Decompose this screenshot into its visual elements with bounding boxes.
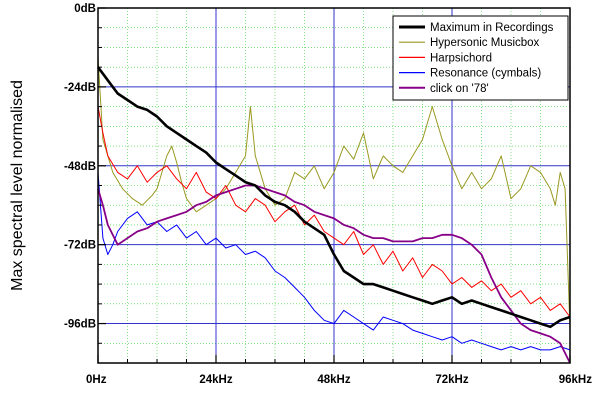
legend-label: click on '78' [430, 83, 489, 95]
series-line-0 [96, 66, 571, 329]
legend-label: Resonance (cymbals) [430, 68, 541, 80]
axis-ticks: 0Hz 24kHz 48kHz 72kHz 96kHz 0dB -24dB -48dB -72d… [64, 3, 592, 386]
x-tick-label: 48kHz [317, 374, 350, 386]
legend-label: Maximum in Recordings [430, 22, 554, 34]
x-tick-label: 96kHz [559, 374, 592, 386]
y-tick-label: -96dB [64, 319, 96, 331]
x-tick-label: 72kHz [435, 374, 468, 386]
y-axis-title: Max spectral level normalised [9, 80, 26, 291]
series-line-4 [97, 184, 571, 364]
x-tick-label: 0Hz [86, 374, 107, 386]
y-tick-label: -48dB [64, 161, 96, 173]
series-line-2 [97, 106, 571, 318]
y-tick-label: -72dB [64, 240, 96, 252]
series-line-1 [97, 57, 571, 331]
legend-label: Harpsichord [430, 52, 492, 64]
series-line-3 [97, 172, 571, 351]
series-lines [96, 57, 571, 364]
y-tick-label: 0dB [74, 3, 96, 15]
legend-label: Hypersonic Musicbox [430, 37, 540, 49]
legend: Maximum in Recordings Hypersonic Musicbox… [392, 15, 569, 101]
x-tick-label: 24kHz [199, 374, 232, 386]
y-tick-label: -24dB [64, 82, 96, 94]
